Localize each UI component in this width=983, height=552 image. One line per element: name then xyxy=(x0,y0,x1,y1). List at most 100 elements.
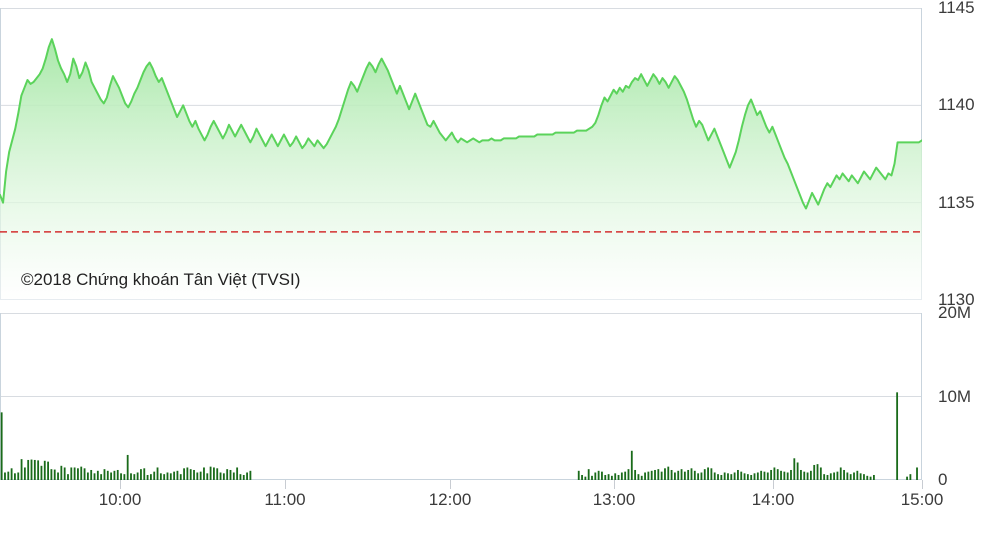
volume-bar xyxy=(839,467,842,480)
volume-bar xyxy=(601,471,603,480)
volume-bar xyxy=(4,472,6,480)
volume-bar xyxy=(123,474,126,480)
volume-bar xyxy=(756,472,759,480)
volume-axis: 20M 10M 0 xyxy=(938,0,983,552)
volume-bar xyxy=(40,465,43,480)
volume-bar xyxy=(664,468,666,480)
volume-bar xyxy=(169,473,172,480)
price-area-fill xyxy=(0,39,922,300)
volume-chart-panel[interactable] xyxy=(0,313,922,480)
volume-bar xyxy=(683,471,686,480)
volume-bar xyxy=(176,470,179,480)
volume-bar xyxy=(740,471,743,480)
volume-bar xyxy=(106,470,109,480)
volume-bar xyxy=(836,471,839,480)
time-axis-label: 10:00 xyxy=(98,490,142,509)
volume-bar xyxy=(813,464,816,480)
volume-bar xyxy=(70,467,73,480)
time-tick-mark xyxy=(285,480,286,489)
time-axis-label: 12:00 xyxy=(428,490,472,509)
volume-bar xyxy=(644,472,646,480)
volume-bar xyxy=(717,474,719,480)
volume-bar xyxy=(856,470,859,480)
volume-bar xyxy=(90,469,93,480)
volume-bar xyxy=(146,474,149,480)
volume-bar xyxy=(246,472,248,480)
volume-bar xyxy=(863,474,865,480)
volume-bar xyxy=(249,470,252,480)
time-tick-mark xyxy=(450,480,451,489)
price-axis-label: 1135 xyxy=(938,192,975,212)
volume-bar xyxy=(680,469,683,480)
time-axis-label: 15:00 xyxy=(900,490,944,509)
volume-bar xyxy=(189,469,192,480)
volume-bar xyxy=(584,476,587,480)
volume-axis-label: 20M xyxy=(938,303,972,322)
volume-bar xyxy=(581,474,583,480)
volume-plot[interactable] xyxy=(0,313,922,480)
time-tick-mark xyxy=(614,480,615,489)
volume-bar xyxy=(746,474,749,480)
time-tick-mark xyxy=(922,480,923,489)
volume-bar xyxy=(617,474,620,480)
volume-bar xyxy=(766,472,769,480)
volume-bar xyxy=(916,467,918,480)
volume-bar xyxy=(660,471,663,480)
volume-bar xyxy=(896,392,899,480)
volume-bar xyxy=(743,473,746,480)
volume-bar xyxy=(640,475,643,480)
volume-bar xyxy=(803,471,806,480)
price-axis-label: 1130 xyxy=(938,290,975,309)
volume-bar xyxy=(17,472,20,480)
volume-bar xyxy=(226,469,229,480)
volume-bar xyxy=(242,474,245,480)
volume-bar xyxy=(193,469,195,480)
volume-bar xyxy=(20,459,23,480)
volume-bar xyxy=(763,471,766,480)
volume-bar xyxy=(232,472,235,480)
volume-bar xyxy=(773,467,776,480)
volume-bar xyxy=(607,474,610,480)
volume-bar xyxy=(196,472,199,480)
volume-bar xyxy=(859,473,862,480)
volume-bar xyxy=(819,467,822,480)
volume-bar xyxy=(219,472,222,480)
volume-bar xyxy=(760,470,763,480)
volume-bar xyxy=(624,471,627,480)
price-chart-panel[interactable] xyxy=(0,8,922,300)
volume-bar xyxy=(823,474,826,480)
time-axis-label: 13:00 xyxy=(592,490,636,509)
volume-bar xyxy=(577,470,580,480)
volume-bar xyxy=(133,474,136,480)
volume-bar xyxy=(57,472,59,480)
volume-bar xyxy=(753,473,756,480)
volume-bar xyxy=(156,467,159,480)
volume-bar xyxy=(906,476,908,480)
volume-bar xyxy=(80,466,83,480)
price-plot[interactable] xyxy=(0,8,922,300)
volume-bar xyxy=(103,469,106,480)
volume-bar xyxy=(130,473,132,480)
volume-bar xyxy=(149,474,152,480)
volume-bar xyxy=(183,468,185,480)
copyright-watermark: ©2018 Chứng khoán Tân Việt (TVSI) xyxy=(21,270,301,289)
volume-bar xyxy=(770,469,773,480)
volume-bar xyxy=(63,467,66,480)
volume-bar xyxy=(47,461,49,480)
volume-bar xyxy=(806,472,809,480)
volume-bar xyxy=(826,474,829,480)
volume-bar xyxy=(143,468,146,480)
price-axis-label: 1140 xyxy=(938,95,975,115)
volume-bar xyxy=(163,474,166,480)
volume-bar xyxy=(199,471,202,480)
volume-bar xyxy=(597,470,600,480)
time-axis-label: 11:00 xyxy=(264,490,306,509)
volume-bar xyxy=(846,472,849,480)
volume-bar xyxy=(627,469,630,480)
volume-bar xyxy=(30,459,33,480)
time-axis: 10:00 11:00 12:00 13:00 14:00 15:00 xyxy=(0,480,983,520)
volume-bar xyxy=(793,458,796,480)
volume-bar xyxy=(809,470,812,480)
volume-bar xyxy=(37,460,40,480)
